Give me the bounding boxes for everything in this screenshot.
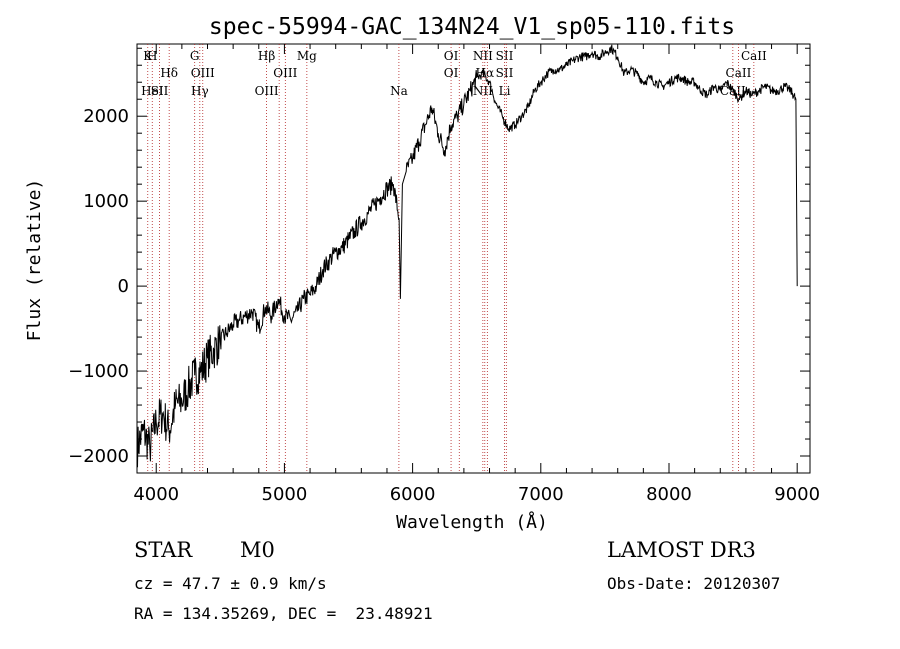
x-tick-label-1: 5000 bbox=[262, 484, 308, 505]
x-tick-label-2: 6000 bbox=[390, 484, 436, 505]
y-tick-label-2: 0 bbox=[118, 276, 129, 297]
x-tick-label-4: 8000 bbox=[646, 484, 692, 505]
marker-label-9-1: OIII bbox=[273, 66, 297, 80]
plot-frame bbox=[136, 43, 811, 474]
series-layer bbox=[136, 44, 798, 468]
survey-name: LAMOST DR3 bbox=[607, 538, 756, 562]
marker-label-6-1: OIII bbox=[191, 66, 215, 80]
marker-label-3-1: Hδ bbox=[160, 66, 178, 80]
marker-label-20-1: CaII bbox=[726, 66, 752, 80]
chart-title: spec-55994-GAC_134N24_V1_sp05-110.fits bbox=[209, 14, 735, 40]
marker-label-0-0: K bbox=[143, 49, 153, 63]
marker-label-5-2: Hγ bbox=[191, 84, 209, 98]
x-axis-label: Wavelength (Å) bbox=[396, 511, 548, 533]
redshift-text: cz = 47.7 ± 0.9 km/s bbox=[134, 574, 327, 593]
axis-ticks: 4000 5000 6000 7000 8000 9000 −2000 −1000 0 1000 2… bbox=[68, 44, 820, 505]
marker-label-1-2: HeI bbox=[141, 84, 164, 98]
y-tick-label-3: 1000 bbox=[83, 191, 129, 212]
marker-label-12-1: OI bbox=[444, 66, 459, 80]
y-tick-label-4: 2000 bbox=[83, 106, 129, 127]
marker-label-1-0: H bbox=[147, 49, 157, 63]
y-tick-label-1: −1000 bbox=[68, 361, 129, 382]
marker-label-4-0: G bbox=[190, 49, 200, 63]
object-subclass: M0 bbox=[240, 538, 275, 562]
series-line-0 bbox=[136, 44, 798, 468]
marker-label-17-2: Li bbox=[499, 84, 511, 98]
marker-label-14-2: NII bbox=[473, 84, 493, 98]
x-tick-label-5: 9000 bbox=[774, 484, 820, 505]
x-tick-label-0: 4000 bbox=[133, 484, 179, 505]
marker-label-12-0: OI bbox=[444, 49, 459, 63]
marker-label-2-2: SII bbox=[151, 84, 169, 98]
object-class: STAR bbox=[134, 538, 193, 562]
obs-date-text: Obs-Date: 20120307 bbox=[607, 574, 781, 593]
y-tick-label-0: −2000 bbox=[68, 446, 129, 467]
x-tick-label-3: 7000 bbox=[518, 484, 564, 505]
marker-label-7-0: Hβ bbox=[258, 49, 275, 63]
marker-label-10-0: Mg bbox=[297, 49, 317, 63]
y-axis-label: Flux (relative) bbox=[24, 179, 45, 342]
marker-label-14-0: NII bbox=[473, 49, 493, 63]
marker-label-21-0: CaII bbox=[741, 49, 767, 63]
marker-label-11-2: Na bbox=[390, 84, 408, 98]
spectral-line-markers: KHHeISIIHδGHγOIIIHβOIIIOIIIMgNaOIOINIINI… bbox=[141, 44, 767, 473]
marker-label-7-2: OIII bbox=[255, 84, 279, 98]
marker-label-17-0: SII bbox=[496, 49, 514, 63]
marker-label-17-1: SII bbox=[496, 66, 514, 80]
coordinates-text: RA = 134.35269, DEC = 23.48921 bbox=[134, 604, 433, 623]
